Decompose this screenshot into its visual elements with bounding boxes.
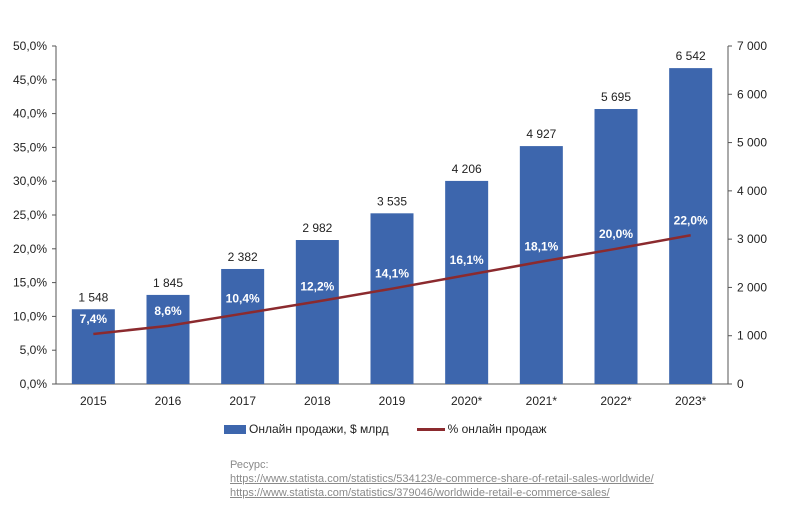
left-tick-label: 30,0% (13, 174, 47, 188)
legend-line-label: % онлайн продаж (447, 422, 547, 436)
source-block: Ресурс: https://www.statista.com/statist… (230, 458, 654, 500)
x-tick-label: 2022* (600, 394, 632, 408)
left-tick-label: 35,0% (13, 140, 47, 154)
right-tick-label: 1 000 (737, 329, 767, 343)
right-tick-label: 5 000 (737, 136, 767, 150)
line-value-label: 10,4% (226, 292, 260, 306)
line-value-label: 12,2% (300, 280, 334, 294)
right-tick-label: 2 000 (737, 280, 767, 294)
x-tick-label: 2017 (229, 394, 256, 408)
bar-value-label: 5 695 (601, 90, 631, 104)
left-tick-label: 40,0% (13, 107, 47, 121)
bar (669, 68, 713, 384)
line-value-label: 22,0% (674, 213, 708, 227)
line-value-label: 18,1% (524, 240, 558, 254)
source-link-sales[interactable]: https://www.statista.com/statistics/3790… (230, 487, 610, 499)
line-value-label: 7,4% (80, 312, 108, 326)
bar-value-label: 2 382 (228, 250, 258, 264)
bar-value-label: 6 542 (676, 49, 706, 63)
legend-bar-swatch (224, 424, 246, 434)
bar-value-label: 1 548 (78, 290, 108, 304)
x-tick-label: 2018 (304, 394, 331, 408)
share-line (93, 234, 691, 336)
legend-item-share: % онлайн продаж (416, 422, 547, 436)
bar-value-label: 3 535 (377, 194, 407, 208)
source-link-share[interactable]: https://www.statista.com/statistics/5341… (230, 473, 654, 485)
bar-value-label: 2 982 (302, 221, 332, 235)
right-tick-label: 6 000 (737, 87, 767, 101)
x-tick-label: 2021* (526, 394, 558, 408)
x-tick-label: 2016 (155, 394, 182, 408)
bar-value-label: 4 206 (452, 162, 482, 176)
x-tick-label: 2015 (80, 394, 107, 408)
bar (445, 180, 489, 384)
right-tick-label: 3 000 (737, 232, 767, 246)
left-tick-label: 15,0% (13, 276, 47, 290)
legend: Онлайн продажи, $ млрд % онлайн продаж (224, 422, 575, 436)
bar (71, 309, 115, 384)
x-tick-label: 2023* (675, 394, 707, 408)
right-tick-label: 0 (737, 377, 744, 391)
combo-chart: 0,0% 5,0% 10,0% 15,0% 20,0% 25,0% 30,0% 35,0% 40… (13, 39, 767, 408)
left-tick-label: 50,0% (13, 39, 47, 53)
line-value-label: 20,0% (599, 227, 633, 241)
source-title: Ресурс: (230, 459, 269, 471)
left-tick-label: 10,0% (13, 309, 47, 323)
legend-line-swatch (416, 427, 445, 431)
left-tick-label: 45,0% (13, 73, 47, 87)
left-tick-label: 20,0% (13, 242, 47, 256)
right-tick-label: 7 000 (737, 39, 767, 53)
legend-bar-label: Онлайн продажи, $ млрд (249, 422, 389, 436)
bar (146, 294, 190, 384)
line-value-label: 14,1% (375, 267, 409, 281)
bar (370, 213, 414, 384)
bar-value-label: 1 845 (153, 276, 183, 290)
line-value-label: 16,1% (450, 253, 484, 267)
line-value-label: 8,6% (154, 304, 182, 318)
legend-item-sales: Онлайн продажи, $ млрд (224, 422, 389, 436)
left-tick-label: 0,0% (20, 377, 48, 391)
right-tick-label: 4 000 (737, 184, 767, 198)
bar-value-label: 4 927 (526, 127, 556, 141)
bar (221, 268, 265, 384)
x-tick-label: 2019 (379, 394, 406, 408)
bar (295, 240, 339, 384)
left-tick-label: 5,0% (20, 343, 48, 357)
x-tick-label: 2020* (451, 394, 483, 408)
left-tick-label: 25,0% (13, 208, 47, 222)
